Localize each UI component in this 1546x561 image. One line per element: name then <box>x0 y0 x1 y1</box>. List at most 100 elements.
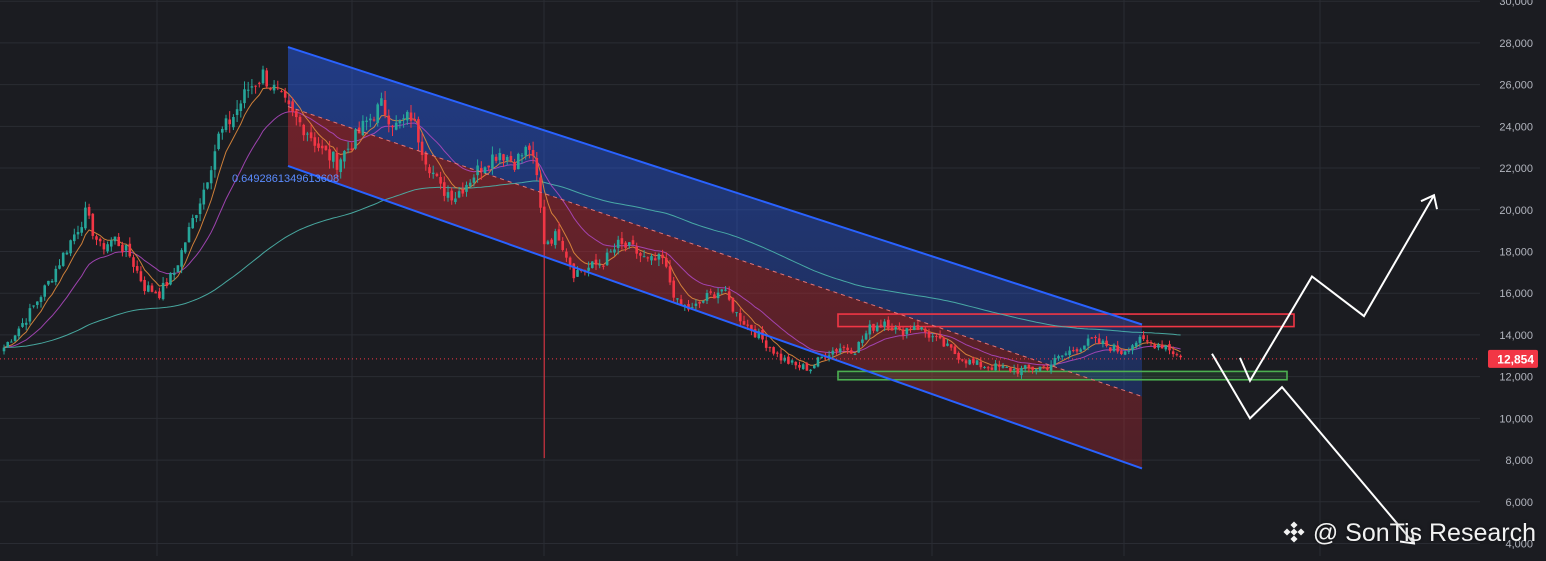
candle-body <box>287 100 291 105</box>
candle-body <box>961 359 964 361</box>
candle-body <box>598 264 601 266</box>
candle-body <box>65 252 69 255</box>
candle-body <box>750 324 753 331</box>
candle-body <box>524 146 527 156</box>
candle-body <box>739 312 742 322</box>
candle-body <box>1153 344 1156 349</box>
candle-body <box>602 265 605 267</box>
candle-body <box>228 119 231 125</box>
candle-body <box>694 303 698 306</box>
candle-body <box>335 152 339 170</box>
candle-body <box>132 257 135 267</box>
candle-body <box>1001 365 1005 368</box>
candle-body <box>890 327 894 331</box>
candle-body <box>276 87 280 89</box>
candle-body <box>979 361 983 368</box>
candle-body <box>306 133 309 135</box>
candle-body <box>317 143 320 148</box>
candle-body <box>1127 350 1131 352</box>
candle-body <box>446 192 450 198</box>
candle-body <box>332 151 335 162</box>
candle-body <box>668 266 672 283</box>
candle-body <box>935 336 938 338</box>
candle-body <box>764 340 768 348</box>
candle-body <box>106 244 109 252</box>
candle-body <box>613 249 616 253</box>
ema-mid-line <box>3 111 1181 366</box>
candle-body <box>1046 367 1049 370</box>
candle-body <box>624 242 627 248</box>
candle-body <box>820 356 823 358</box>
candle-body <box>635 246 638 254</box>
candle-body <box>73 234 76 242</box>
candle-body <box>857 341 860 353</box>
candle-body <box>339 159 342 173</box>
candle-body <box>550 239 553 244</box>
candle-body <box>983 367 986 369</box>
candle-body <box>36 301 39 305</box>
candle-body <box>631 240 635 245</box>
candle-body <box>861 339 864 343</box>
candle-body <box>84 207 87 229</box>
candle-body <box>246 89 250 91</box>
candle-body <box>912 326 916 331</box>
candle-body <box>502 154 505 161</box>
candle-body <box>309 132 313 139</box>
candle-body <box>768 347 772 349</box>
y-tick-label: 10,000 <box>1499 413 1533 425</box>
candle-body <box>32 305 35 307</box>
candle-body <box>639 253 642 256</box>
candle-body <box>398 120 402 124</box>
candle-body <box>642 256 646 258</box>
candle-body <box>790 360 794 363</box>
candle-body <box>184 242 187 253</box>
projection-up-arrowhead <box>1420 193 1438 210</box>
candle-body <box>431 172 435 175</box>
candle-body <box>113 236 117 242</box>
candle-body <box>494 156 498 161</box>
candle-body <box>1079 349 1082 352</box>
binance-diamond-icon <box>1283 520 1305 543</box>
candle-body <box>409 112 413 121</box>
candle-body <box>994 363 997 371</box>
candle-body <box>468 182 472 187</box>
candle-body <box>413 118 416 121</box>
candle-body <box>887 319 890 329</box>
candle-body <box>927 331 931 338</box>
candle-body <box>605 252 609 266</box>
candle-body <box>938 335 942 339</box>
candle-body <box>43 285 46 297</box>
candle-body <box>572 263 576 279</box>
candle-body <box>1049 364 1053 371</box>
candle-body <box>298 116 302 123</box>
candle-body <box>883 321 886 327</box>
candle-body <box>731 298 735 312</box>
candle-body <box>665 257 668 267</box>
candle-body <box>679 299 683 305</box>
candle-body <box>875 325 879 332</box>
ema-slow-line <box>3 180 1181 348</box>
candle-body <box>1075 349 1079 352</box>
candle-body <box>2 347 6 352</box>
candle-body <box>972 358 975 364</box>
candle-body <box>1134 342 1138 347</box>
y-tick-label: 22,000 <box>1499 163 1533 175</box>
price-axis-background <box>1480 0 1546 556</box>
candle-body <box>753 329 757 338</box>
candle-body <box>91 213 95 236</box>
candle-body <box>1138 336 1142 343</box>
candle-body <box>735 312 738 314</box>
current-price-tag <box>1488 349 1538 368</box>
candle-body <box>206 182 209 189</box>
candle-body <box>476 165 479 176</box>
candle-body <box>235 109 239 116</box>
candle-body <box>591 261 594 268</box>
candle-body <box>528 145 531 150</box>
candle-body <box>805 363 809 371</box>
candle-body <box>772 347 775 354</box>
y-tick-label: 26,000 <box>1499 80 1533 92</box>
candle-body <box>850 350 853 354</box>
candle-body <box>472 177 476 183</box>
candle-body <box>513 162 516 170</box>
